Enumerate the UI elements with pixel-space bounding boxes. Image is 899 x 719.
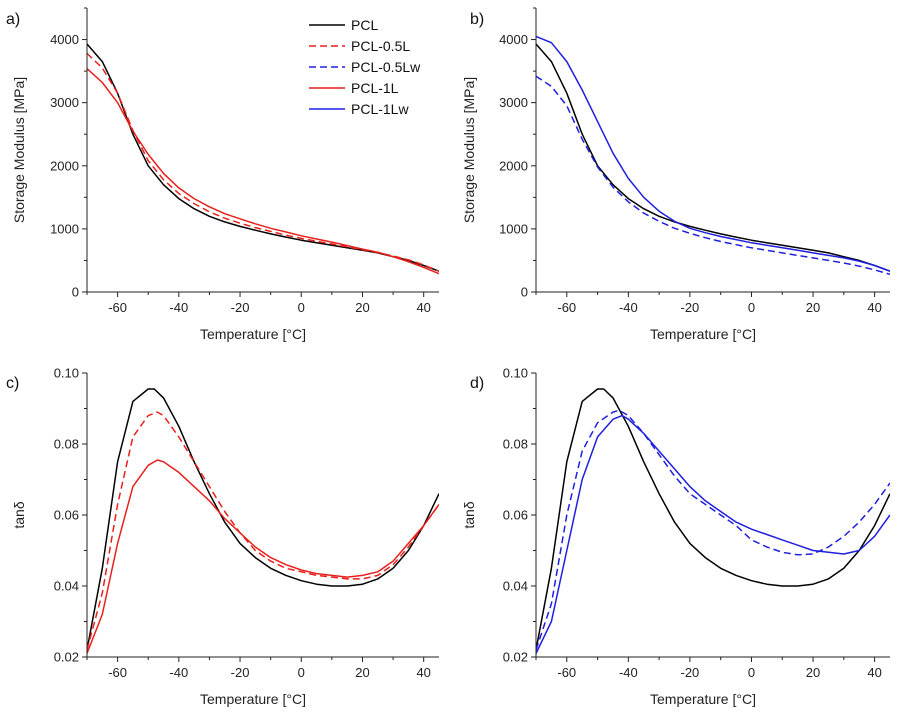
y-tick-label: 2000 — [499, 158, 528, 173]
legend: PCL PCL-0.5L PCL-0.5Lw PCL-1L PCL-1Lw — [309, 17, 421, 117]
x-tick-label: -60 — [108, 665, 127, 680]
legend-item: PCL-0.5Lw — [309, 59, 421, 75]
y-tick-label: 2000 — [50, 158, 79, 173]
y-tick-label: 0.04 — [503, 579, 528, 594]
x-tick-label: 0 — [298, 665, 305, 680]
y-tick-label: 0.06 — [503, 508, 528, 523]
legend-item: PCL — [309, 17, 378, 33]
y-tick-label: 0.04 — [54, 579, 79, 594]
series-line-pcl-05lw — [536, 75, 890, 276]
x-tick-label: 40 — [867, 665, 881, 680]
legend-label: PCL-1L — [351, 80, 399, 96]
y-tick-label: 3000 — [50, 95, 79, 110]
panels: -60 -40 -20 0 20 4001000200030004000Temperatu… — [6, 7, 890, 707]
legend-label: PCL-0.5Lw — [351, 59, 421, 75]
x-tick-label: -40 — [619, 300, 638, 315]
y-tick-label: 0.02 — [503, 650, 528, 665]
x-tick-label: 20 — [355, 300, 369, 315]
series-line-pcl — [536, 388, 890, 651]
x-tick-label: 0 — [748, 665, 755, 680]
x-tick-label: 40 — [416, 300, 430, 315]
x-tick-label: -40 — [169, 300, 188, 315]
series-line-pcl-1l — [87, 459, 439, 654]
panel-c: -60 -40 -20 0 20 40 0.02 0.04 0.06 0.08 0.10 Temper… — [6, 366, 439, 707]
series-group — [536, 35, 890, 276]
x-axis-title: Temperature [°C] — [200, 326, 306, 342]
x-tick-label: 20 — [806, 665, 820, 680]
legend-label: PCL — [351, 17, 378, 33]
x-tick-label: -20 — [231, 665, 250, 680]
y-tick-label: 0.08 — [503, 437, 528, 452]
series-line-pcl — [87, 388, 439, 651]
series-line-pcl-1lw — [536, 414, 890, 654]
x-tick-label: -60 — [557, 665, 576, 680]
y-tick-label: 1000 — [499, 221, 528, 236]
x-tick-label: 40 — [867, 300, 881, 315]
panel-d: -60 -40 -20 0 20 40 0.02 0.04 0.06 0.08 0.10 Temper… — [461, 366, 890, 707]
y-tick-label: 3000 — [499, 95, 528, 110]
series-group — [536, 388, 890, 654]
series-line-pcl-05lw — [536, 409, 890, 651]
y-tick-label: 0.06 — [54, 508, 79, 523]
legend-item: PCL-1Lw — [309, 101, 409, 117]
x-tick-label: 20 — [355, 665, 369, 680]
series-group — [87, 43, 439, 275]
x-tick-label: 0 — [748, 300, 755, 315]
x-tick-label: 20 — [806, 300, 820, 315]
legend-item: PCL-0.5L — [309, 38, 410, 54]
y-tick-label: 4000 — [499, 32, 528, 47]
x-tick-label: -20 — [681, 300, 700, 315]
series-line-pcl — [536, 43, 890, 272]
x-tick-label: -60 — [557, 300, 576, 315]
x-axis-title: Temperature [°C] — [650, 326, 756, 342]
y-tick-label: 0.08 — [54, 437, 79, 452]
series-line-pcl-1l — [87, 68, 439, 275]
panel-a: -60 -40 -20 0 20 40 0 1000 2000 3000 4000 Temperatu… — [6, 7, 439, 342]
legend-label: PCL-0.5L — [351, 38, 410, 54]
x-tick-label: -60 — [108, 300, 127, 315]
y-tick-label: 4000 — [50, 32, 79, 47]
panel-b: -60 -40 -20 0 20 40 0 1000 2000 3000 4000 Temperatu… — [461, 7, 890, 342]
x-axis-title: Temperature [°C] — [650, 691, 756, 707]
y-tick-label: 0 — [72, 285, 79, 300]
series-line-pcl-1lw — [536, 35, 890, 272]
x-tick-label: -20 — [231, 300, 250, 315]
y-axis-title: Storage Modulus [MPa] — [461, 77, 477, 223]
y-tick-label: 0.02 — [54, 650, 79, 665]
x-tick-label: 40 — [416, 665, 430, 680]
x-tick-label: -20 — [681, 665, 700, 680]
y-axis-title: tanδ — [11, 501, 27, 528]
y-tick-label: 0.10 — [503, 366, 528, 381]
x-tick-label: 0 — [298, 300, 305, 315]
legend-label: PCL-1Lw — [351, 101, 409, 117]
panel-label: c) — [6, 375, 19, 392]
series-group — [87, 388, 439, 654]
panel-label: a) — [6, 11, 20, 28]
x-tick-label: -40 — [619, 665, 638, 680]
y-tick-label: 0.10 — [54, 366, 79, 381]
legend-item: PCL-1L — [309, 80, 399, 96]
x-axis-title: Temperature [°C] — [200, 691, 306, 707]
panel-label: d) — [470, 375, 484, 392]
y-axis-title: tanδ — [461, 501, 477, 528]
y-axis-title: Storage Modulus [MPa] — [11, 77, 27, 223]
series-line-pcl — [87, 43, 439, 272]
panel-label: b) — [470, 11, 484, 28]
y-tick-label: 0 — [521, 285, 528, 300]
series-line-pcl-05l — [87, 411, 439, 651]
y-tick-label: 1000 — [50, 221, 79, 236]
x-tick-label: -40 — [169, 665, 188, 680]
